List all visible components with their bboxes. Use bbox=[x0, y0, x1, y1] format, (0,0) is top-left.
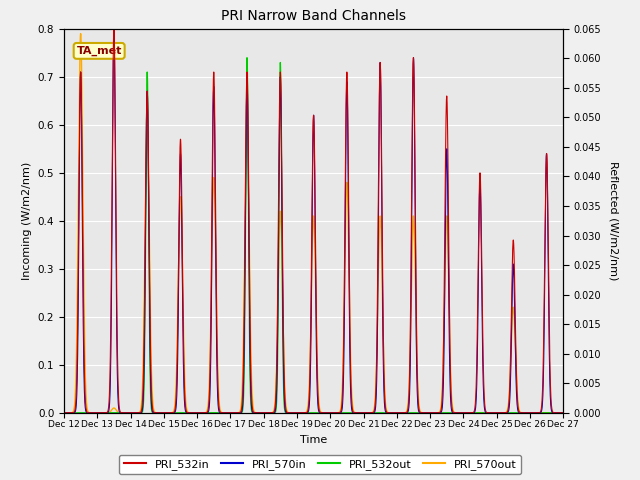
X-axis label: Time: Time bbox=[300, 435, 327, 445]
Legend: PRI_532in, PRI_570in, PRI_532out, PRI_570out: PRI_532in, PRI_570in, PRI_532out, PRI_57… bbox=[119, 455, 521, 474]
Title: PRI Narrow Band Channels: PRI Narrow Band Channels bbox=[221, 10, 406, 24]
Y-axis label: Reflected (W/m2/nm): Reflected (W/m2/nm) bbox=[608, 161, 618, 280]
Text: TA_met: TA_met bbox=[77, 46, 122, 56]
Y-axis label: Incoming (W/m2/nm): Incoming (W/m2/nm) bbox=[22, 162, 32, 280]
